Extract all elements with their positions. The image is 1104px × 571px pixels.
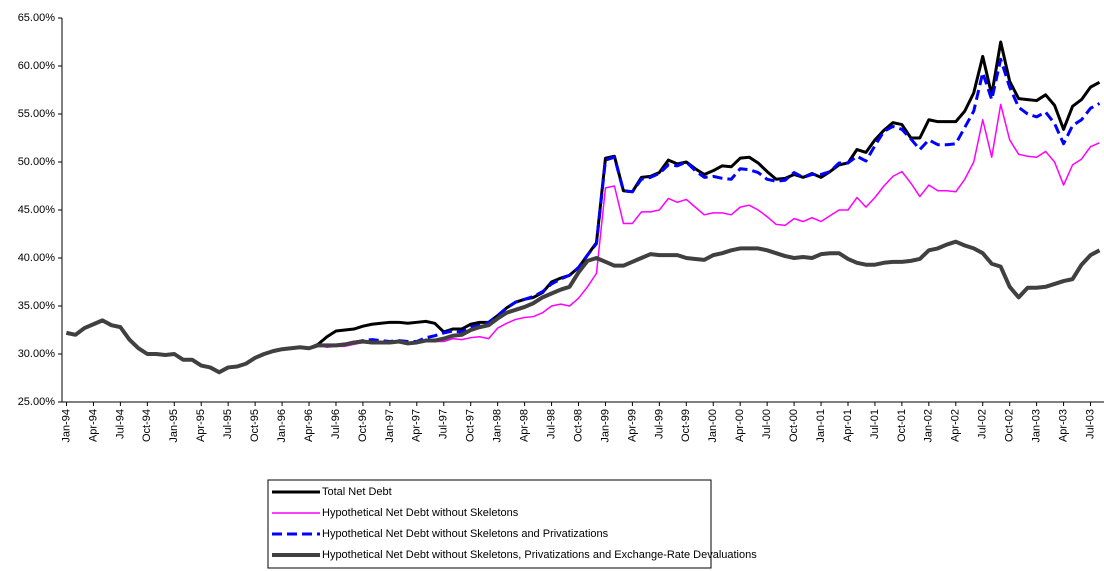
x-tick-label: Jan-01 — [815, 409, 827, 443]
y-tick-label: 40.00% — [18, 252, 56, 264]
x-tick-label: Jan-99 — [599, 409, 611, 443]
y-tick-label: 60.00% — [18, 60, 56, 72]
x-tick-label: Jul-95 — [222, 409, 234, 439]
x-tick-label: Oct-00 — [788, 409, 800, 442]
y-tick-label: 50.00% — [18, 156, 56, 168]
x-tick-label: Apr-99 — [626, 409, 638, 442]
x-tick-label: Oct-95 — [249, 409, 261, 442]
x-tick-label: Oct-98 — [572, 409, 584, 442]
y-tick-label: 45.00% — [18, 204, 56, 216]
x-tick-label: Jul-00 — [761, 409, 773, 439]
x-tick-label: Jan-03 — [1031, 409, 1043, 443]
y-tick-label: 65.00% — [18, 12, 56, 24]
x-tick-label: Jan-02 — [923, 409, 935, 443]
x-tick-label: Jan-95 — [168, 409, 180, 443]
x-tick-label: Jul-99 — [653, 409, 665, 439]
x-tick-label: Jul-03 — [1084, 409, 1096, 439]
x-tick-label: Apr-96 — [303, 409, 315, 442]
legend-label: Total Net Debt — [322, 486, 392, 498]
legend-label: Hypothetical Net Debt without Skeletons,… — [322, 549, 757, 561]
x-tick-label: Jul-96 — [330, 409, 342, 439]
x-tick-label: Jul-02 — [977, 409, 989, 439]
legend: Total Net Debt Hypothetical Net Debt with… — [267, 479, 757, 569]
x-tick-label: Apr-03 — [1057, 409, 1069, 442]
x-tick-label: Apr-00 — [734, 409, 746, 442]
series-line — [66, 57, 1101, 374]
x-tick-label: Oct-96 — [357, 409, 369, 442]
x-tick-label: Jan-98 — [492, 409, 504, 443]
x-tick-label: Jan-97 — [384, 409, 396, 443]
x-tick-label: Jan-94 — [60, 409, 72, 443]
legend-box — [267, 479, 712, 569]
x-tick-label: Jul-01 — [869, 409, 881, 439]
legend-label: Hypothetical Net Debt without Skeletons — [322, 507, 519, 519]
x-tick-label: Jul-97 — [438, 409, 450, 439]
x-tick-label: Oct-94 — [141, 409, 153, 442]
x-tick-label: Apr-01 — [842, 409, 854, 442]
y-tick-label: 25.00% — [18, 396, 56, 408]
x-tick-label: Apr-97 — [411, 409, 423, 442]
y-tick-label: 35.00% — [18, 300, 56, 312]
x-tick-label: Jan-96 — [276, 409, 288, 443]
x-tick-label: Apr-02 — [950, 409, 962, 442]
x-tick-label: Apr-94 — [87, 409, 99, 442]
x-tick-label: Oct-97 — [465, 409, 477, 442]
x-tick-label: Jan-00 — [707, 409, 719, 443]
x-tick-label: Oct-01 — [896, 409, 908, 442]
x-tick-label: Apr-95 — [195, 409, 207, 442]
y-tick-label: 30.00% — [18, 348, 56, 360]
x-tick-label: Oct-99 — [680, 409, 692, 442]
legend-label: Hypothetical Net Debt without Skeletons … — [322, 528, 609, 540]
x-tick-label: Apr-98 — [519, 409, 531, 442]
series-line — [66, 103, 1100, 373]
series-line — [66, 40, 1101, 374]
series-line — [66, 239, 1101, 375]
x-tick-label: Jul-98 — [545, 409, 557, 439]
x-tick-label: Oct-02 — [1004, 409, 1016, 442]
y-tick-label: 55.00% — [18, 108, 56, 120]
x-tick-label: Jul-94 — [114, 409, 126, 439]
